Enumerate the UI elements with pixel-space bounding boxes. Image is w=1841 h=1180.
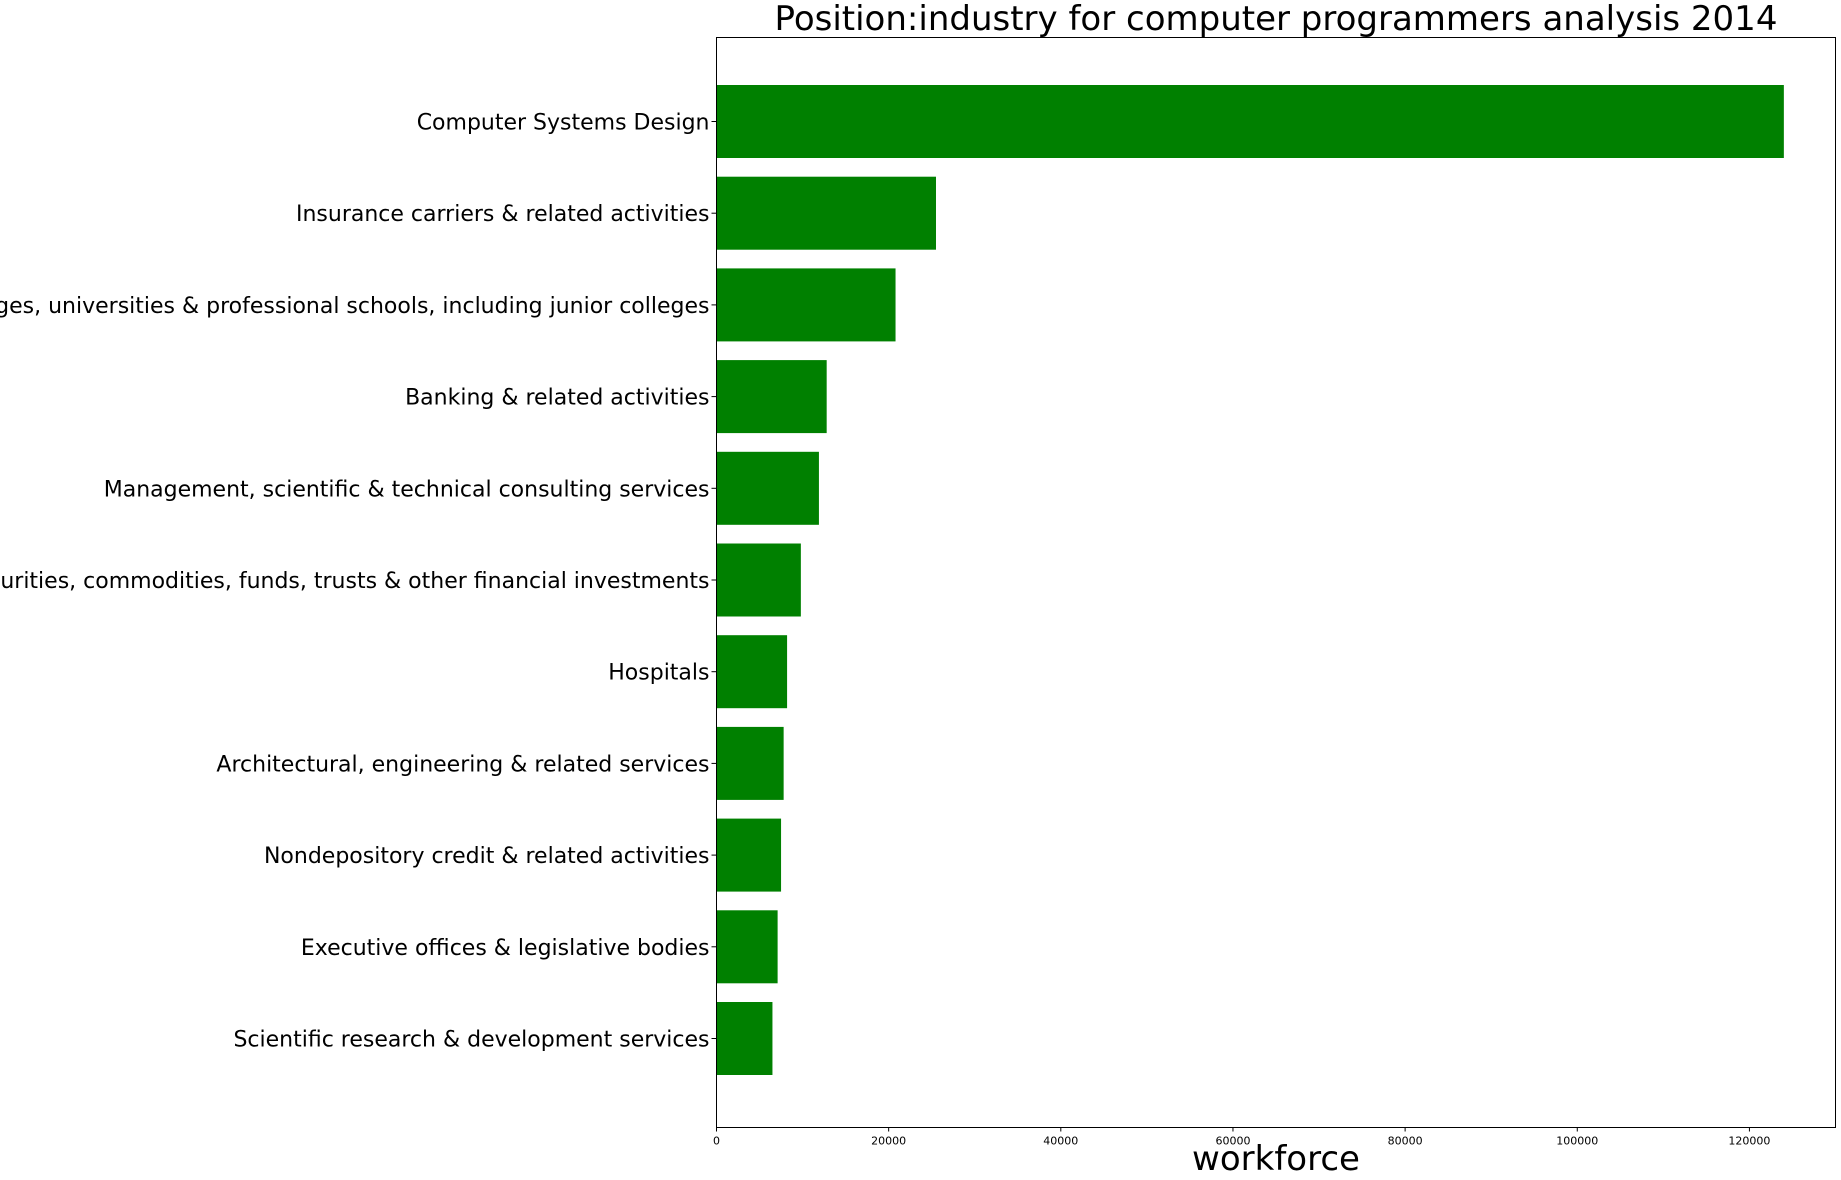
x-axis-ticks: 0 20000 40000 60000 80000 100000 120000 [713,1127,1770,1148]
x-tick-label: 120000 [1728,1135,1770,1148]
category-labels: Computer Systems Design Insurance carrier… [0,111,717,1053]
bar [716,635,788,709]
bar [716,85,1784,158]
bars-layer [716,85,1784,1075]
category-label: Securities, commodities, funds, trusts &… [0,569,710,594]
bar [716,176,936,250]
category-label: Architectural, engineering & related ser… [216,752,709,777]
x-axis-label: workforce [1192,1139,1360,1179]
category-label: Management, scientific & technical consu… [104,477,710,502]
bar [716,451,819,525]
bar [716,360,827,434]
bar [716,543,801,617]
category-label: Executive offices & legislative bodies [301,936,710,961]
category-label: Computer Systems Design [417,111,710,136]
category-label: Colleges, universities & professional sc… [0,294,710,319]
category-label: Nondepository credit & related activitie… [264,844,710,869]
plot-frame [716,37,1836,1128]
x-tick-label: 80000 [1388,1135,1423,1148]
x-tick-label: 60000 [1215,1135,1250,1148]
bar [716,1002,773,1075]
bar [716,910,778,984]
x-tick-label: 0 [713,1135,720,1148]
chart-title: Position:industry for computer programme… [775,0,1778,39]
category-label: Insurance carriers & related activities [296,202,710,227]
category-label: Banking & related activities [405,386,709,411]
category-label: Scientific research & development servic… [233,1028,709,1053]
x-tick-label: 100000 [1556,1135,1598,1148]
category-label: Hospitals [608,661,709,686]
bar [716,726,784,800]
x-tick-label: 20000 [871,1135,906,1148]
x-tick-label: 40000 [1043,1135,1078,1148]
bar [716,818,782,892]
bar [716,268,896,342]
